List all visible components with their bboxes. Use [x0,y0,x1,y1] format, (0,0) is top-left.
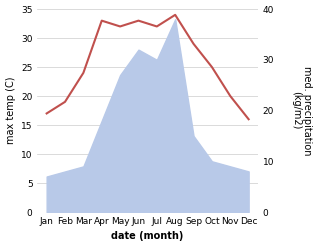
Y-axis label: max temp (C): max temp (C) [5,77,16,144]
X-axis label: date (month): date (month) [111,231,184,242]
Y-axis label: med. precipitation
(kg/m2): med. precipitation (kg/m2) [291,66,313,155]
